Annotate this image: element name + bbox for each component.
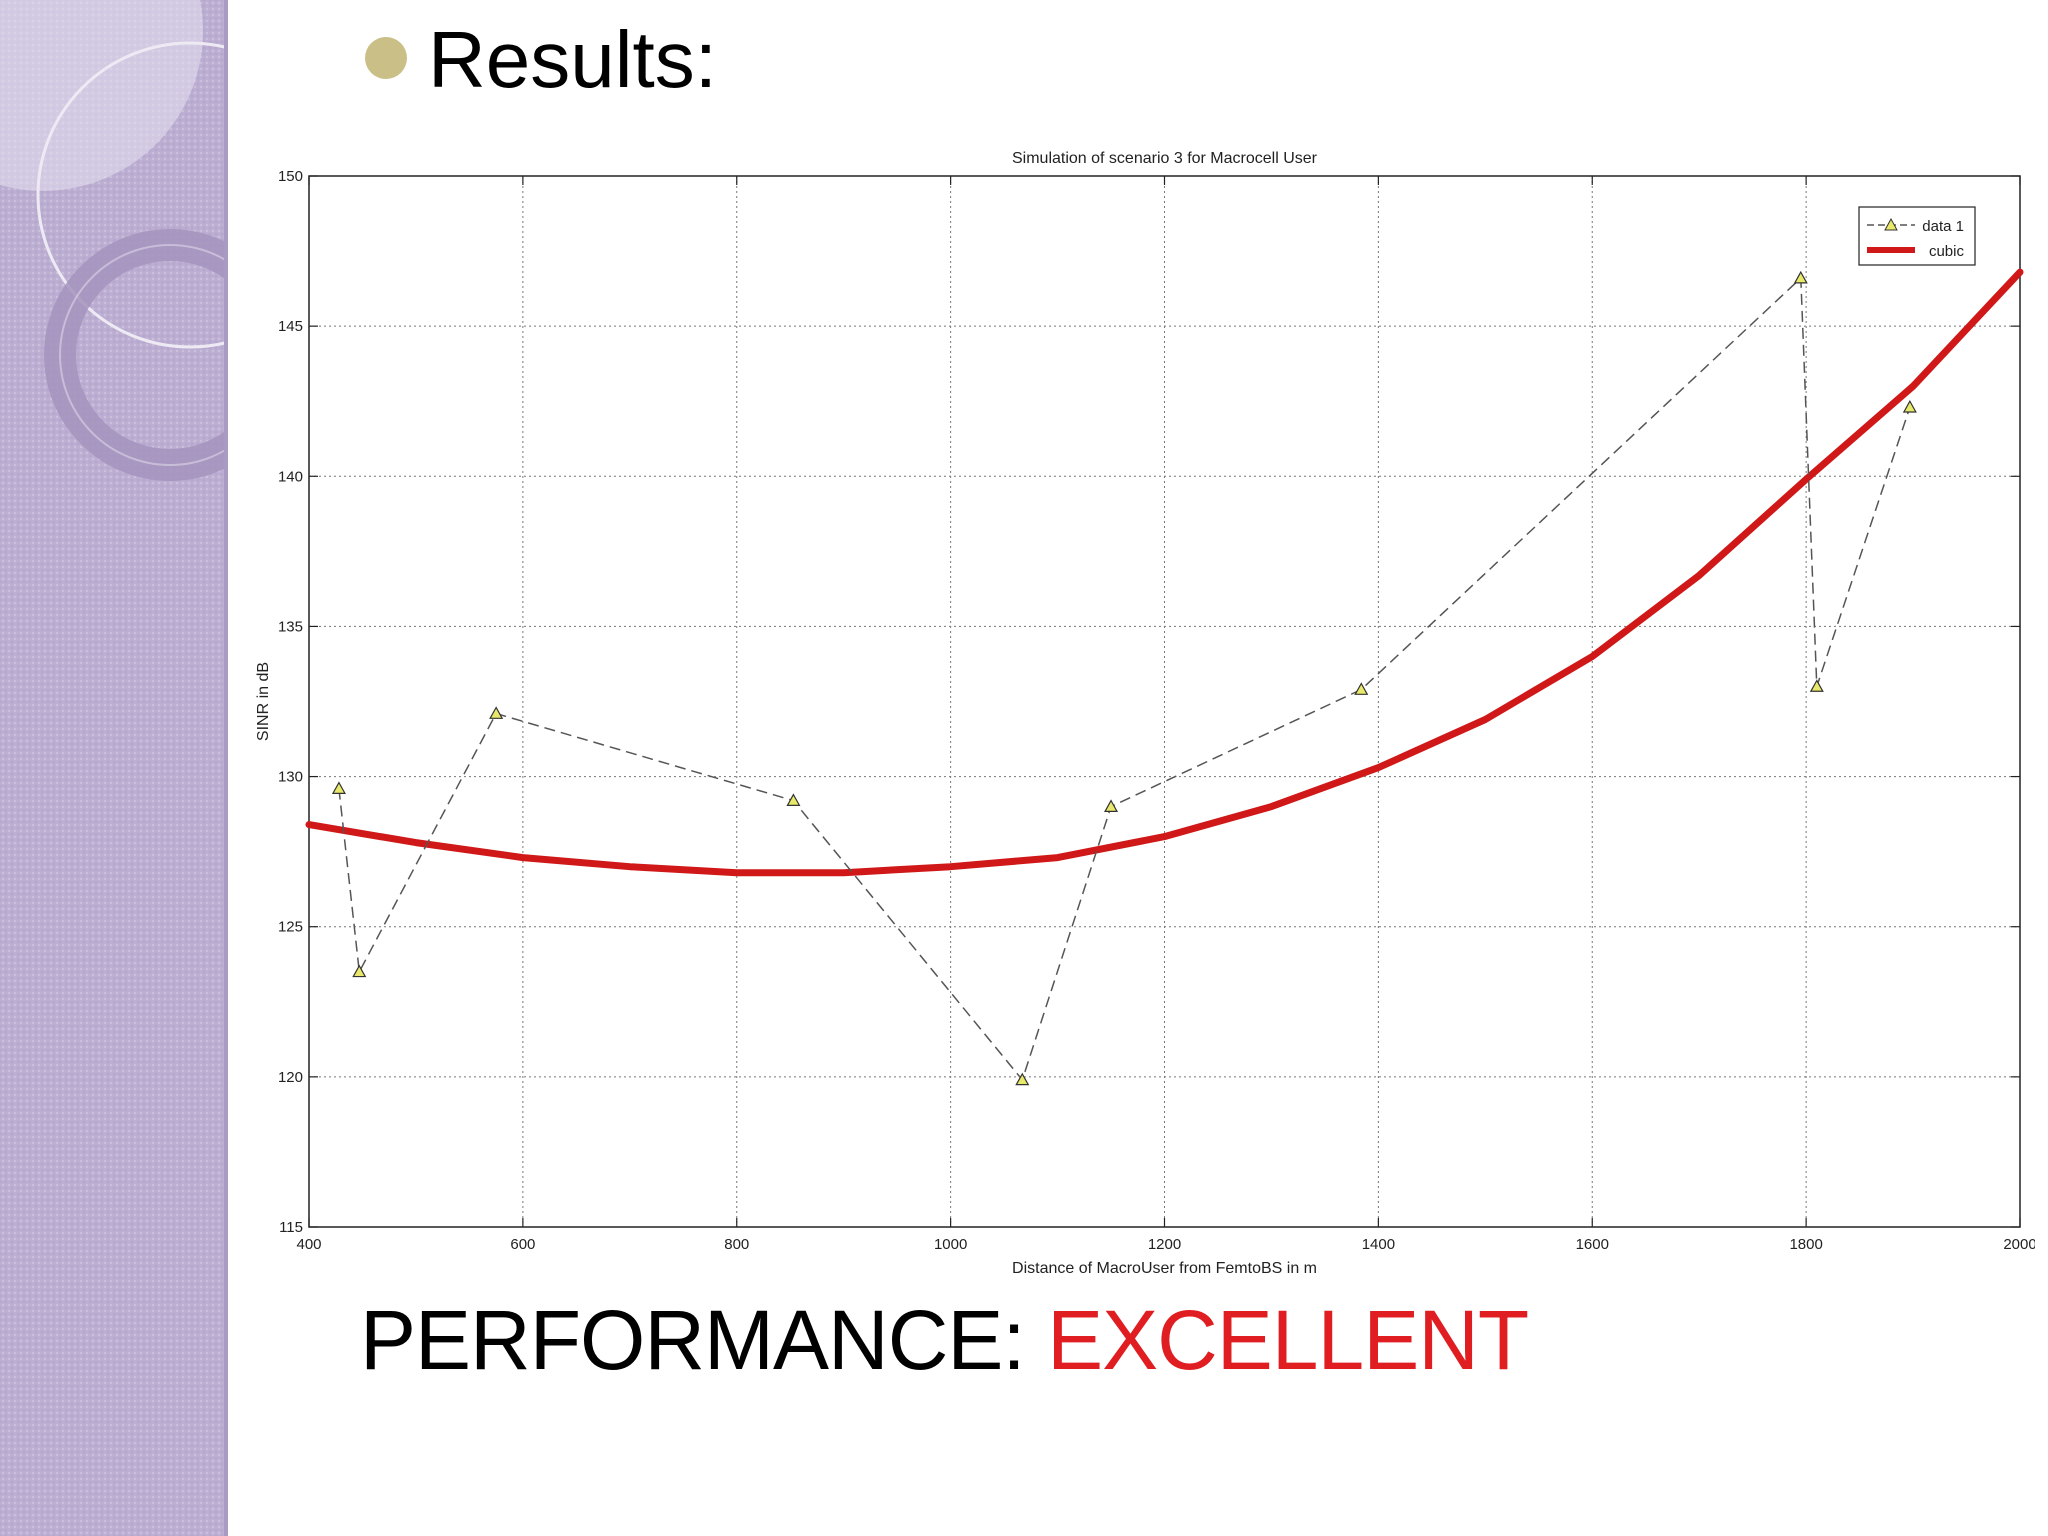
sidebar-decoration: [0, 0, 228, 1536]
deco-ring-large: [36, 41, 228, 349]
x-tick-label: 1000: [934, 1236, 967, 1253]
data-1-point: [1015, 1072, 1030, 1086]
y-tick-label: 135: [278, 618, 303, 635]
x-tick-label: 600: [510, 1236, 535, 1253]
x-tick-label: 1200: [1148, 1236, 1181, 1253]
legend-marker-data-1: [1884, 217, 1898, 231]
data-1-point: [352, 964, 367, 978]
x-axis-label: Distance of MacroUser from FemtoBS in m: [1012, 1260, 1317, 1277]
slide-heading: Results:: [428, 15, 717, 104]
x-tick-label: 1400: [1362, 1236, 1395, 1253]
y-tick-label: 115: [279, 1219, 303, 1236]
legend-label-data-1: data 1: [1922, 218, 1964, 235]
data-1-point: [1793, 270, 1808, 284]
legend-box: [1858, 206, 1976, 266]
y-tick-label: 130: [278, 769, 303, 786]
y-tick-label: 145: [278, 318, 303, 335]
deco-ring-inner: [59, 244, 228, 466]
y-tick-label: 125: [278, 919, 303, 936]
data-1-point: [1902, 399, 1917, 413]
x-tick-label: 400: [296, 1236, 321, 1253]
data-1-point: [331, 781, 346, 794]
performance-line: PERFORMANCE: EXCELLENT: [360, 1298, 1529, 1382]
x-tick-label: 1800: [1789, 1236, 1822, 1253]
decorative-circles: [0, 0, 228, 481]
data-1-point: [786, 793, 801, 806]
bullet-point: [365, 37, 407, 79]
y-axis-label: SINR in dB: [255, 662, 272, 741]
y-tick-label: 140: [278, 468, 303, 485]
x-tick-label: 800: [724, 1236, 749, 1253]
chart-title: Simulation of scenario 3 for Macrocell U…: [1012, 150, 1318, 167]
x-tick-label: 1600: [1576, 1236, 1609, 1253]
deco-ring-thick: [44, 229, 228, 481]
performance-value: EXCELLENT: [1047, 1293, 1529, 1387]
data-1-point: [489, 706, 504, 719]
data-1-point: [1354, 682, 1369, 695]
series-line-cubic: [305, 268, 2024, 877]
legend-label-cubic: cubic: [1929, 243, 1965, 260]
sinr-chart: 400 600 800 1000 1200 1400 1600 1800 2000 115 120 1…: [255, 150, 2035, 1277]
sidebar-edge: [224, 0, 228, 1536]
x-tick-label: 2000: [2003, 1236, 2035, 1253]
data-1-point: [1809, 679, 1824, 692]
series-line-data-1: [338, 276, 1911, 1082]
y-tick-label: 150: [278, 168, 303, 185]
y-tick-label: 120: [278, 1069, 303, 1086]
deco-light-panel: [0, 0, 204, 191]
performance-label: PERFORMANCE:: [360, 1293, 1048, 1387]
data-1-point: [1104, 799, 1119, 813]
